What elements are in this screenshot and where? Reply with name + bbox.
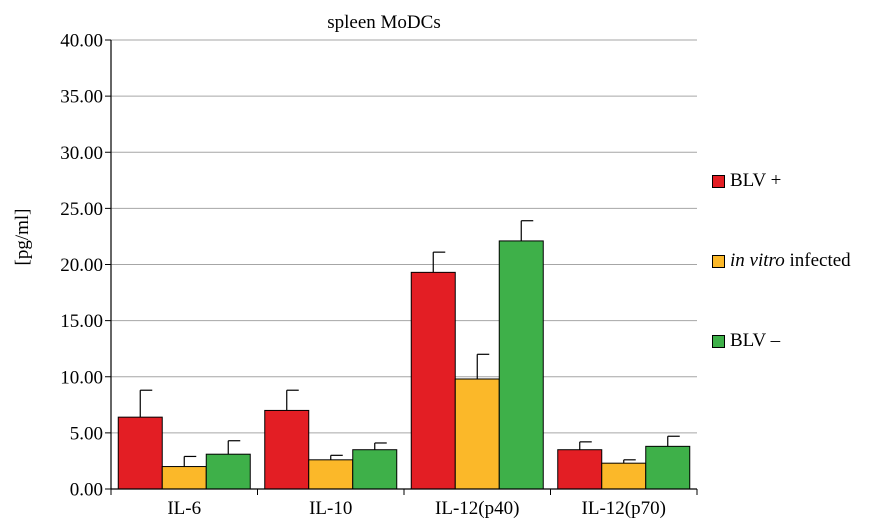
bar bbox=[557, 449, 603, 490]
bar bbox=[352, 449, 398, 490]
legend-label-blv-positive: BLV + bbox=[730, 170, 782, 191]
legend-swatch-in-vitro-infected bbox=[712, 254, 725, 268]
y-tick-label: 25.00 bbox=[60, 199, 103, 220]
bar bbox=[645, 445, 691, 490]
y-axis-label: [pg/ml] bbox=[12, 209, 33, 266]
gridlines bbox=[111, 39, 697, 434]
legend-item-in-vitro-infected: in vitro infected bbox=[712, 250, 851, 272]
legend-swatch-blv-negative bbox=[712, 334, 725, 348]
y-tick-label: 5.00 bbox=[70, 423, 103, 444]
bar bbox=[161, 466, 207, 490]
y-tick-label: 0.00 bbox=[70, 480, 103, 501]
y-axis-ticks: 0.00 5.00 10.00 15.00 20.00 25.00 30.00 35.00 40… bbox=[60, 31, 111, 501]
bar bbox=[205, 453, 251, 490]
legend-label-blv-negative: BLV – bbox=[730, 330, 781, 351]
y-tick-label: 20.00 bbox=[60, 255, 103, 276]
y-tick-label: 15.00 bbox=[60, 311, 103, 332]
x-tick-label: IL-10 bbox=[309, 498, 352, 519]
bar bbox=[498, 240, 544, 490]
x-tick-label: IL-12(p40) bbox=[435, 498, 519, 519]
legend-label-italic: in vitro bbox=[730, 250, 785, 271]
legend-item-blv-negative: BLV – bbox=[712, 330, 780, 352]
x-axis-ticks: IL-6 IL-10 IL-12(p40) IL-12(p70) bbox=[110, 489, 698, 519]
legend-label-in-vitro-infected: in vitro infected bbox=[730, 250, 851, 272]
bar bbox=[308, 459, 354, 490]
legend-item-blv-positive: BLV + bbox=[712, 170, 781, 192]
y-tick-label: 10.00 bbox=[60, 367, 103, 388]
error-bars bbox=[139, 220, 680, 467]
x-tick-label: IL-12(p70) bbox=[582, 498, 666, 519]
chart-title: spleen MoDCs bbox=[327, 12, 440, 33]
legend-label-rest: infected bbox=[784, 250, 851, 271]
bar bbox=[454, 378, 500, 490]
bar bbox=[264, 409, 310, 490]
bar bbox=[117, 416, 163, 490]
y-tick-label: 35.00 bbox=[60, 87, 103, 108]
x-tick-label: IL-6 bbox=[167, 498, 201, 519]
legend-swatch-blv-positive bbox=[712, 174, 725, 188]
bar bbox=[601, 462, 647, 490]
y-tick-label: 30.00 bbox=[60, 143, 103, 164]
y-tick-label: 40.00 bbox=[60, 31, 103, 52]
bars bbox=[117, 240, 691, 490]
bar bbox=[410, 271, 456, 490]
